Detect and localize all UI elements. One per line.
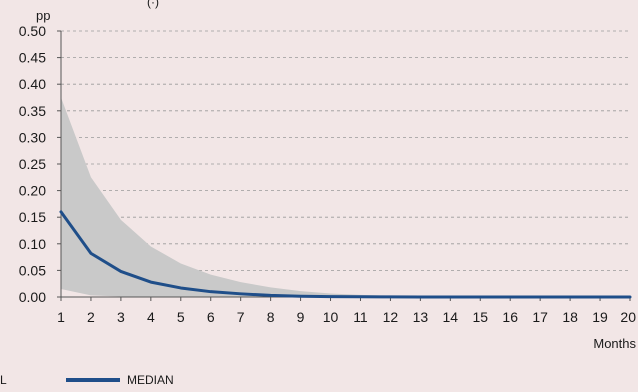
x-tick-label: 3 [117,309,125,325]
median-line [59,210,632,299]
x-tick-label: 7 [237,309,245,325]
y-tick-label: 0.35 [19,103,46,119]
x-tick-label: 9 [297,309,305,325]
y-axis-unit-label: pp [36,8,50,23]
x-tick-label: 12 [383,309,399,325]
y-tick-label: 0.30 [19,129,46,145]
x-tick-label: 5 [177,309,185,325]
x-tick-labels: 1 2 3 4 5 6 7 8 9 10 11 12 13 14 15 16 17 18 19 20 [57,309,636,325]
legend-item-median-label: MEDIAN [127,373,174,387]
x-tick-label: 2 [87,309,95,325]
y-tick-label: 0.10 [19,236,46,252]
chart-title-fragment: (·) [147,0,159,9]
x-tick-label: 13 [413,309,429,325]
y-tick-label: 0.50 [19,23,46,39]
y-tick-labels: 0.00 0.05 0.10 0.15 0.20 0.25 0.30 0.35 0.40 0.45… [19,23,46,305]
x-tick-label: 8 [267,309,275,325]
x-tick-label: 19 [592,309,608,325]
y-tick-label: 0.25 [19,156,46,172]
x-tick-label: 14 [443,309,459,325]
y-tick-label: 0.45 [19,50,46,66]
gridlines [61,30,630,271]
x-tick-label: 6 [207,309,215,325]
x-tick-label: 10 [323,309,339,325]
y-tick-label: 0.15 [19,209,46,225]
median-line-group [59,210,632,299]
confidence-band [61,97,630,297]
x-tick-label: 4 [147,309,155,325]
legend-item-band-label: L [0,373,7,387]
x-tick-label: 18 [562,309,578,325]
y-tick-label: 0.05 [19,262,46,278]
y-tick-label: 0.00 [19,289,46,305]
x-tick-label: 15 [472,309,488,325]
x-tick-label: 11 [353,309,368,325]
x-axis-label: Months [593,336,636,351]
band-area [61,97,630,297]
legend: L MEDIAN [0,373,174,387]
x-tick-label: 17 [532,309,548,325]
y-tick-label: 0.40 [19,76,46,92]
y-tick-label: 0.20 [19,183,46,199]
x-tick-label: 20 [620,309,636,325]
x-tick-label: 16 [502,309,518,325]
x-tick-label: 1 [57,309,65,325]
